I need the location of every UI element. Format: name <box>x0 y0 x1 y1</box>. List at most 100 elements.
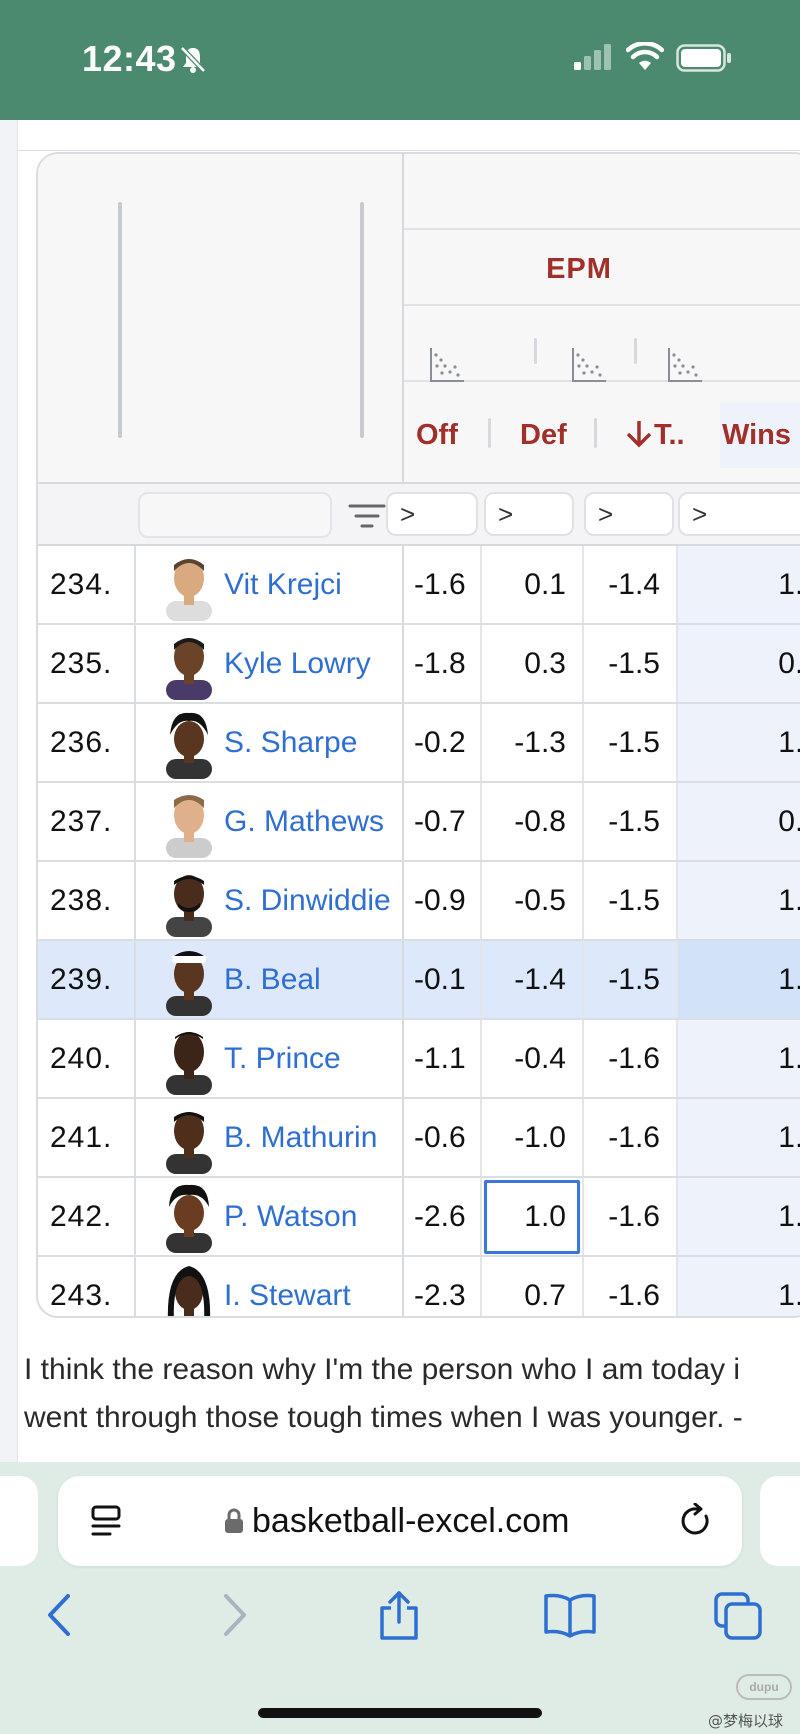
table-row[interactable]: 236. S. Sharpe -0.2 -1.3 -1.5 1.9 <box>38 704 800 783</box>
wins-cell[interactable]: 0.8 <box>678 783 800 860</box>
def-cell[interactable]: 0.3 <box>524 647 566 680</box>
off-cell[interactable]: -1.1 <box>414 1042 466 1075</box>
player-name-link[interactable]: T. Prince <box>224 1042 341 1075</box>
previous-tab-preview[interactable] <box>0 1476 38 1566</box>
total-cell[interactable]: -1.5 <box>608 884 660 917</box>
player-avatar <box>166 712 212 779</box>
player-name-link[interactable]: I. Stewart <box>224 1279 351 1312</box>
total-cell[interactable]: -1.5 <box>608 726 660 759</box>
off-cell[interactable]: -1.8 <box>414 647 466 680</box>
def-cell[interactable]: -1.0 <box>514 1121 566 1154</box>
off-cell[interactable]: -1.6 <box>414 568 466 601</box>
table-row[interactable]: 235. Kyle Lowry -1.8 0.3 -1.5 0.6 <box>38 625 800 704</box>
scatter-icon[interactable] <box>428 346 466 384</box>
filter-icon[interactable] <box>348 502 386 530</box>
player-name-link[interactable]: S. Dinwiddie <box>224 884 391 917</box>
watermark-text: @梦梅以球 <box>708 1712 784 1730</box>
rank-cell: 239. <box>50 963 113 996</box>
def-filter-input[interactable]: > <box>484 492 574 536</box>
off-cell[interactable]: -0.2 <box>414 726 466 759</box>
battery-icon <box>676 44 731 72</box>
scatter-icon[interactable] <box>570 346 608 384</box>
player-name-link[interactable]: G. Mathews <box>224 805 385 838</box>
player-name-link[interactable]: B. Beal <box>224 963 321 996</box>
column-resize-handle[interactable] <box>118 202 122 438</box>
player-name-link[interactable]: S. Sharpe <box>224 726 358 759</box>
off-filter-input[interactable]: > <box>386 492 478 536</box>
total-cell[interactable]: -1.6 <box>608 1042 660 1075</box>
wins-cell[interactable]: 0.6 <box>678 625 800 702</box>
wins-cell[interactable]: 1.7 <box>678 1020 800 1097</box>
total-filter-input[interactable]: > <box>584 492 674 536</box>
wins-cell[interactable]: 1.3 <box>678 1178 800 1255</box>
total-cell[interactable]: -1.4 <box>608 568 660 601</box>
column-resize-handle[interactable] <box>360 202 364 438</box>
player-avatar <box>167 1266 211 1316</box>
off-cell[interactable]: -0.7 <box>414 805 466 838</box>
def-cell[interactable]: -0.4 <box>514 1042 566 1075</box>
table-row[interactable]: 237. G. Mathews -0.7 -0.8 -1.5 0.8 <box>38 783 800 862</box>
wins-cell[interactable]: 1.2 <box>678 1257 800 1316</box>
table-row[interactable]: 241. B. Mathurin -0.6 -1.0 -1.6 1.7 <box>38 1099 800 1178</box>
def-cell[interactable]: -0.8 <box>514 805 566 838</box>
next-tab-preview[interactable] <box>760 1476 800 1566</box>
total-cell[interactable]: -1.5 <box>608 963 660 996</box>
wins-cell[interactable]: 1.9 <box>678 704 800 781</box>
divider <box>404 228 800 230</box>
quote-line: went through those tough times when I wa… <box>24 1401 743 1434</box>
off-cell[interactable]: -0.1 <box>414 963 466 996</box>
scatter-icon[interactable] <box>666 346 704 384</box>
off-cell[interactable]: -0.6 <box>414 1121 466 1154</box>
table-row[interactable]: 234. Vit Krejci -1.6 0.1 -1.4 1.0 <box>38 546 800 625</box>
wins-cell[interactable]: 1.0 <box>678 546 800 623</box>
reload-icon[interactable] <box>678 1503 714 1539</box>
column-header-total[interactable]: T.. <box>624 402 685 468</box>
def-cell[interactable]: -1.4 <box>514 963 566 996</box>
reader-icon[interactable] <box>90 1504 124 1540</box>
def-cell[interactable]: 0.1 <box>524 568 566 601</box>
bookmarks-icon[interactable] <box>542 1590 598 1640</box>
player-avatar <box>166 875 212 937</box>
share-icon[interactable] <box>374 1590 424 1642</box>
wins-cell[interactable]: 1.8 <box>678 862 800 939</box>
table-row[interactable]: 242. P. Watson -2.6 1.0 -1.6 1.3 <box>38 1178 800 1257</box>
table-row-highlighted[interactable]: 239. B. Beal -0.1 -1.4 -1.5 1.6 <box>38 941 800 1020</box>
wins-cell[interactable]: 1.7 <box>678 1099 800 1176</box>
def-cell[interactable]: 0.7 <box>524 1279 566 1312</box>
back-icon[interactable] <box>40 1590 80 1640</box>
tabs-icon[interactable] <box>712 1590 764 1642</box>
def-cell[interactable]: -0.5 <box>514 884 566 917</box>
wins-filter-input[interactable]: > <box>678 492 800 536</box>
home-indicator[interactable] <box>258 1708 542 1718</box>
column-header-off[interactable]: Off <box>416 419 458 451</box>
table-row[interactable]: 238. S. Dinwiddie -0.9 -0.5 -1.5 1.8 <box>38 862 800 941</box>
def-cell[interactable]: 1.0 <box>524 1200 566 1233</box>
def-cell[interactable]: -1.3 <box>514 726 566 759</box>
rank-cell: 236. <box>50 726 113 759</box>
table-row[interactable]: 240. T. Prince -1.1 -0.4 -1.6 1.7 <box>38 1020 800 1099</box>
rank-cell: 243. <box>50 1279 113 1312</box>
off-cell[interactable]: -2.3 <box>414 1279 466 1312</box>
player-name-link[interactable]: Kyle Lowry <box>224 647 371 680</box>
wins-cell[interactable]: 1.6 <box>678 941 800 1018</box>
name-filter-input[interactable] <box>138 492 332 538</box>
total-cell[interactable]: -1.6 <box>608 1200 660 1233</box>
player-name-link[interactable]: B. Mathurin <box>224 1121 378 1154</box>
total-cell[interactable]: -1.5 <box>608 805 660 838</box>
table-row[interactable]: 243. I. Stewart -2.3 0.7 -1.6 1.2 <box>38 1257 800 1316</box>
total-cell[interactable]: -1.6 <box>608 1121 660 1154</box>
address-bar[interactable]: basketball-excel.com <box>58 1476 742 1566</box>
off-cell[interactable]: -2.6 <box>414 1200 466 1233</box>
column-header-wins[interactable]: Wins <box>720 402 800 468</box>
url-text[interactable]: basketball-excel.com <box>252 1502 570 1540</box>
forward-icon[interactable] <box>214 1590 254 1640</box>
player-avatar <box>166 559 212 621</box>
total-cell[interactable]: -1.5 <box>608 647 660 680</box>
total-cell[interactable]: -1.6 <box>608 1279 660 1312</box>
off-cell[interactable]: -0.9 <box>414 884 466 917</box>
player-name-link[interactable]: Vit Krejci <box>224 568 342 601</box>
player-name-link[interactable]: P. Watson <box>224 1200 358 1233</box>
column-header-def[interactable]: Def <box>520 419 567 451</box>
epm-group-header[interactable]: EPM <box>546 253 612 285</box>
divider <box>534 338 537 364</box>
